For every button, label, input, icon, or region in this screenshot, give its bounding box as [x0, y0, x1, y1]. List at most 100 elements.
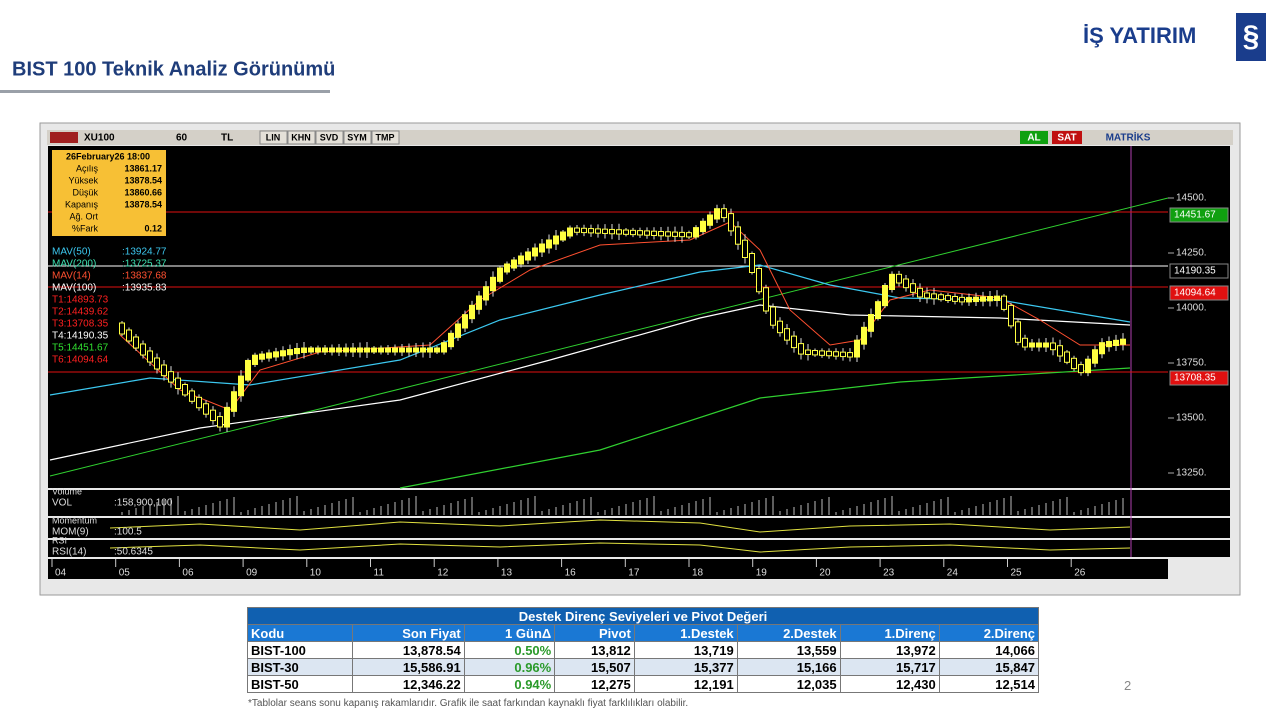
- candle-body: [945, 295, 951, 301]
- candle-body: [637, 230, 643, 236]
- candle-body: [420, 347, 426, 353]
- logo-text: İŞ YATIRIM: [1083, 23, 1196, 48]
- price-tag: [1169, 207, 1229, 223]
- candle-body: [707, 214, 713, 226]
- symbol: XU100: [84, 133, 115, 144]
- y-tick-label: 13250.: [1176, 468, 1207, 479]
- table-cell: 15,847: [938, 658, 1040, 676]
- candle-body: [357, 347, 363, 353]
- candle-body: [588, 228, 594, 234]
- candle-body: [301, 347, 307, 353]
- candle-body: [462, 314, 468, 329]
- x-tick-label: 17: [628, 568, 640, 579]
- table-title: Destek Direnç Seviyeleri ve Pivot Değeri: [247, 607, 1039, 625]
- candle-body: [483, 286, 489, 301]
- candle-body: [315, 347, 321, 353]
- buy-button: [1020, 131, 1048, 144]
- candle-body: [784, 328, 790, 341]
- candle-body: [336, 347, 342, 353]
- table-cell: 14,066: [938, 641, 1040, 659]
- candle-body: [189, 390, 195, 402]
- table-cell: 15,166: [736, 658, 841, 676]
- candle-body: [294, 347, 300, 355]
- table-cell: 15,377: [633, 658, 738, 676]
- subpanel-label: VOL: [52, 498, 72, 509]
- x-tick-label: 10: [310, 568, 322, 579]
- subpanel-value: :158,900,100: [114, 498, 173, 509]
- candle-body: [287, 349, 293, 356]
- column-header: 1.Destek: [633, 624, 738, 642]
- indicator-value: :13935.83: [122, 283, 167, 294]
- toolbar-button-label: TMP: [376, 132, 395, 142]
- candle-body: [805, 349, 811, 355]
- table-cell: 12,275: [554, 675, 635, 693]
- candle-body: [504, 263, 510, 273]
- candle-body: [616, 229, 622, 235]
- buy-label: AL: [1027, 133, 1040, 144]
- candle-body: [154, 357, 160, 370]
- candle-body: [497, 267, 503, 282]
- x-tick-label: 05: [119, 568, 131, 579]
- candle-body: [1043, 342, 1049, 348]
- x-tick-label: 19: [756, 568, 768, 579]
- candle-body: [413, 347, 419, 353]
- table-cell: 12,514: [938, 675, 1040, 693]
- table-cell: 0.50%: [463, 641, 556, 659]
- toolbar-button[interactable]: [259, 130, 288, 145]
- y-tick-label: 13500.: [1176, 413, 1207, 424]
- candle-body: [1106, 341, 1112, 348]
- info-value: 13861.17: [124, 163, 162, 173]
- candle-body: [693, 227, 699, 238]
- x-tick-label: 18: [692, 568, 704, 579]
- volume-panel: [48, 490, 1230, 516]
- candle-body: [182, 384, 188, 396]
- candle-body: [910, 283, 916, 293]
- candle-body: [679, 231, 685, 238]
- toolbar-button-label: SVD: [320, 132, 339, 142]
- table-cell: 13,812: [554, 641, 635, 659]
- candle-body: [1120, 338, 1126, 345]
- y-tick-label: 14000.: [1176, 303, 1207, 314]
- table-cell: 0.94%: [463, 675, 556, 693]
- toolbar-button-label: SYM: [347, 132, 367, 142]
- candle-body: [238, 375, 244, 397]
- candle-body: [147, 350, 153, 363]
- candle-body: [602, 228, 608, 234]
- indicator-value: :13725.37: [122, 259, 167, 270]
- candle-body: [231, 391, 237, 412]
- candle-body: [350, 347, 356, 353]
- toolbar-logo: [50, 132, 78, 143]
- x-tick-label: 25: [1011, 568, 1023, 579]
- column-header: Kodu: [246, 624, 354, 642]
- candle-body: [252, 354, 258, 365]
- candle-body: [798, 343, 804, 355]
- toolbar-button[interactable]: [315, 130, 344, 145]
- table-cell: 15,586.91: [352, 658, 465, 676]
- candle-body: [1022, 337, 1028, 348]
- subpanel-label: MOM(9): [52, 527, 89, 538]
- logo-mark: [1236, 13, 1266, 61]
- candle-body: [427, 347, 433, 353]
- toolbar-button[interactable]: [371, 130, 400, 145]
- info-value: 13878.54: [124, 199, 162, 209]
- toolbar-button[interactable]: [287, 130, 316, 145]
- candle-body: [280, 350, 286, 357]
- toolbar-button[interactable]: [343, 130, 372, 145]
- x-tick-label: 09: [246, 568, 258, 579]
- candle-body: [343, 347, 349, 353]
- indicator-label: T5:14451.67: [52, 343, 109, 354]
- x-tick-label: 20: [819, 568, 831, 579]
- candle-body: [924, 292, 930, 299]
- table-row: BIST-30 15,586.91 0.96% 15,507 15,377 15,166 1…: [246, 658, 1040, 676]
- candle-body: [273, 351, 279, 358]
- table-cell: 12,430: [839, 675, 940, 693]
- candle-body: [686, 232, 692, 238]
- indicator-label: MAV(14): [52, 271, 91, 282]
- candle-body: [539, 243, 545, 253]
- toolbar-button-label: LIN: [266, 132, 281, 142]
- table-cell: BIST-30: [246, 658, 354, 676]
- sell-button: [1052, 131, 1082, 144]
- price-tag: [1169, 263, 1229, 279]
- candle-body: [623, 229, 629, 235]
- candle-body: [259, 353, 265, 360]
